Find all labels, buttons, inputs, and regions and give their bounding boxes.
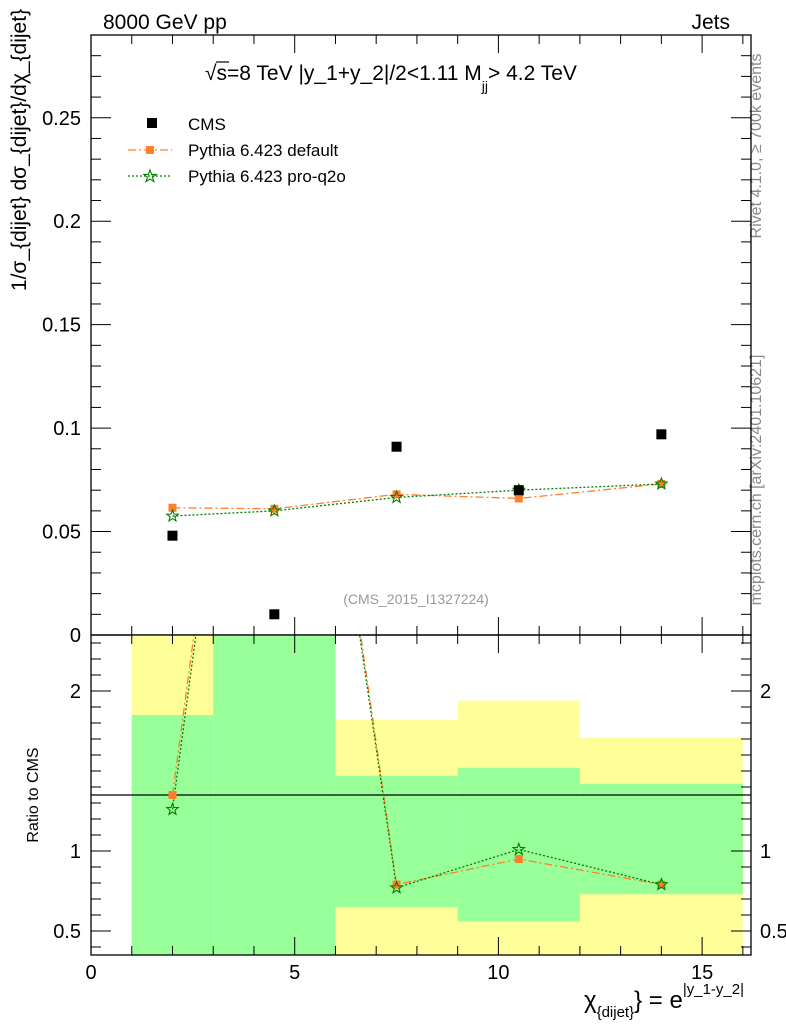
x-axis-title-chi: χ [584, 987, 597, 1014]
main-y-tick-label: 0.15 [42, 315, 81, 337]
main-point-default [514, 494, 523, 503]
x-tick-label: 5 [289, 962, 300, 984]
watermark: (CMS_2015_I1327224) [343, 591, 489, 607]
main-y-tick-label: 0.2 [53, 211, 81, 233]
ratio-y-tick-label-right: 1 [760, 841, 771, 863]
main-point-proq2o [267, 503, 282, 517]
main-point-default [657, 479, 666, 488]
ratio-y-tick-label-right: 2 [760, 681, 771, 703]
plot-title: √s=8 TeV |y_1+y_2|/2<1.11 Mjj> 4.2 TeV [205, 62, 577, 94]
x-tick-label: 10 [487, 962, 509, 984]
ratio-panel: 0.5 0.5 1 1 2 2 0 5 10 15 [53, 45, 786, 984]
main-y-tick-labels: 0 0.05 0.1 0.15 0.2 0.25 [42, 108, 81, 647]
legend: CMS Pythia 6.423 default Pythia 6.423 pr… [128, 115, 346, 186]
ratio-y-tick-label-left: 2 [70, 681, 81, 703]
x-axis-title: χ{dijet}} = e|y_1-y_2| [584, 981, 744, 1021]
legend-proq2o-label: Pythia 6.423 pro-q2o [188, 167, 346, 186]
plot-title-tail: > 4.2 TeV [488, 62, 577, 85]
main-panel: 0 0.05 0.1 0.15 0.2 0.25 (CMS_2015_I1327224) [42, 34, 752, 647]
x-tick-label: 15 [691, 962, 713, 984]
legend-proq2o-marker [142, 168, 158, 183]
main-point-default [392, 490, 401, 499]
main-point-cms [656, 429, 667, 440]
ratio-band-green [131, 715, 214, 955]
ratio-series [165, 45, 669, 894]
ratio-y-tick-label-left: 0.5 [53, 921, 81, 943]
ratio-point-proq2o [389, 880, 404, 894]
main-point-cms [167, 530, 178, 541]
main-y-tick-label: 0.25 [42, 108, 81, 130]
x-tick-labels: 0 5 10 15 [85, 962, 713, 984]
main-point-cms [391, 441, 402, 452]
legend-cms-label: CMS [188, 115, 226, 134]
ratio-point-default [168, 791, 177, 799]
side-label-rivet: Rivet 4.1.0, ≥ 700k events [748, 54, 765, 239]
x-axis-title-sub: {dijet} [597, 1004, 635, 1021]
x-axis-title-eq: } = e [634, 987, 683, 1014]
ratio-point-default [514, 855, 523, 863]
ratio-uncertainty-bands [131, 635, 743, 955]
main-point-cms [269, 609, 280, 620]
ratio-frame [90, 634, 752, 956]
ratio-point-proq2o [654, 877, 669, 891]
ratio-y-tick-label-right: 0.5 [760, 921, 786, 943]
ratio-axis-ticks [90, 635, 751, 955]
ratio-y-tick-labels: 0.5 0.5 1 1 2 2 [53, 681, 786, 943]
legend-default-label: Pythia 6.423 default [188, 141, 339, 160]
main-series [165, 429, 669, 620]
main-y-axis-title: 1/σ_{dijet} dσ_{dijet}/dχ_{dijet} [8, 9, 31, 291]
ratio-point-proq2o [165, 801, 180, 816]
main-y-tick-label: 0.1 [53, 418, 81, 440]
main-point-proq2o [165, 508, 180, 523]
ratio-band-green [579, 783, 743, 895]
header-left: 8000 GeV pp [103, 11, 227, 34]
ratio-y-axis-title: Ratio to CMS [25, 747, 42, 842]
legend-cms-marker [147, 118, 157, 128]
main-y-tick-label: 0.05 [42, 522, 81, 544]
x-tick-label: 0 [85, 962, 96, 984]
main-point-proq2o [654, 476, 669, 491]
ratio-point-default [657, 880, 666, 889]
main-point-default [168, 503, 177, 512]
ratio-y-tick-label-left: 1 [70, 841, 81, 863]
ratio-point-proq2o [511, 841, 526, 856]
ratio-point-default [392, 880, 401, 889]
ratio-point-proq2o [269, 45, 280, 56]
x-axis-title-sup: |y_1-y_2| [683, 981, 744, 998]
main-point-cms [513, 485, 524, 496]
plot-title-sub: jj [481, 78, 488, 94]
main-point-default [270, 504, 279, 513]
side-label-mcplots: mcplots.cern.ch [arXiv:2401.10621] [748, 355, 765, 606]
main-point-proq2o [389, 489, 404, 504]
main-y-tick-label: 0 [70, 625, 81, 647]
ratio-line-default [171, 635, 662, 886]
legend-default-marker [146, 146, 154, 154]
plot-title-main: √s=8 TeV |y_1+y_2|/2<1.11 M [205, 62, 482, 85]
main-line-proq2o [172, 483, 662, 517]
header-right: Jets [691, 11, 730, 34]
